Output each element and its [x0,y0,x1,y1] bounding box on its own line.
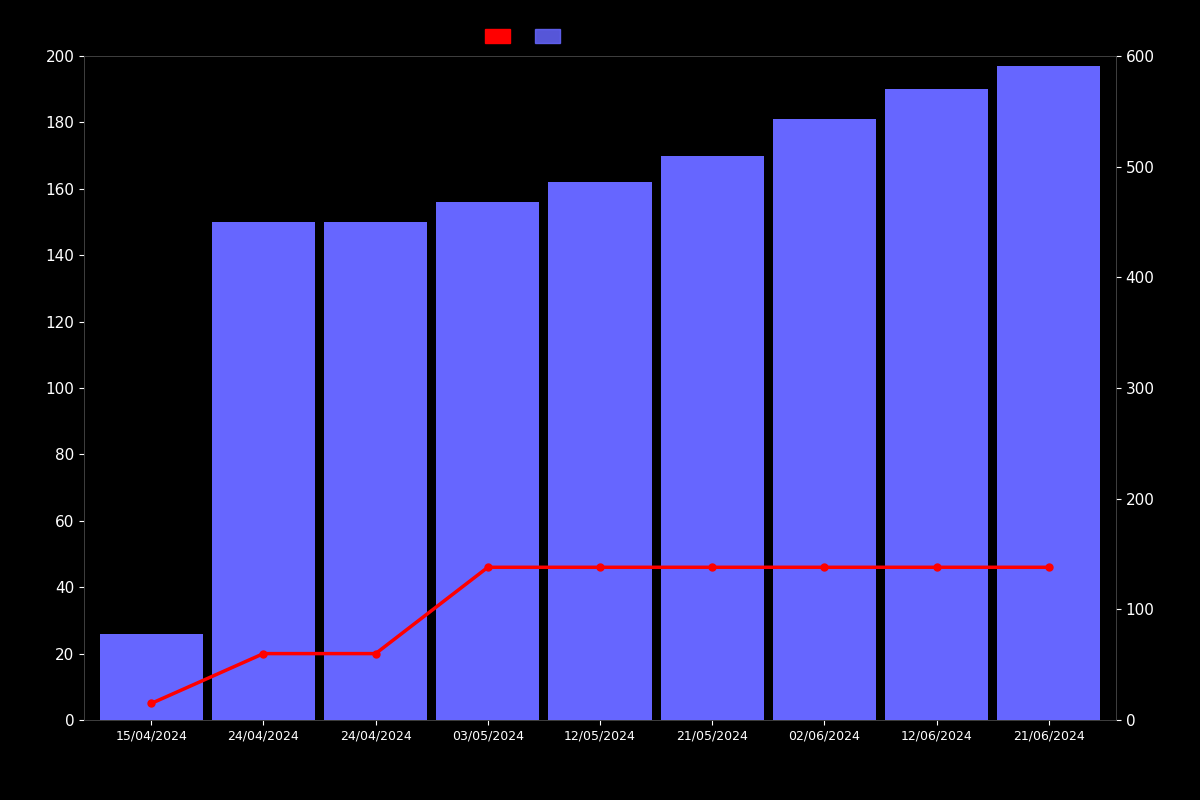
Bar [884,89,988,720]
Bar [100,634,203,720]
Bar [212,222,316,720]
Bar [660,155,763,720]
Bar [997,66,1100,720]
Bar [324,222,427,720]
Bar [773,119,876,720]
Legend: , : , [479,23,576,49]
Bar [548,182,652,720]
Bar [437,202,540,720]
